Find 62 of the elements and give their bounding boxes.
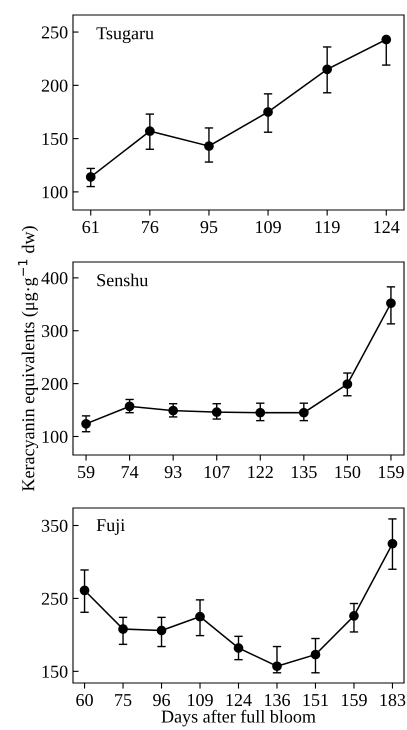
point: [80, 586, 90, 596]
x-tick-label: 183: [380, 694, 406, 706]
text: Fuji: [96, 519, 125, 535]
point: [310, 650, 320, 660]
x-tick-label: 124: [374, 220, 400, 233]
x-tick-label: 109: [256, 220, 281, 234]
point: [298, 408, 309, 418]
x-tick-label: 124: [226, 694, 252, 706]
point: [86, 172, 96, 182]
point: [124, 401, 134, 412]
y-tick-label: 200: [42, 80, 68, 92]
x-tick-label: 95: [200, 220, 218, 234]
point: [388, 538, 398, 549]
x-tick-label: 93: [164, 466, 182, 478]
point: [195, 612, 205, 622]
point: [322, 64, 332, 74]
text: Tsugaru: [96, 27, 154, 44]
point: [118, 624, 128, 634]
x-tick-label: 60: [76, 694, 93, 706]
point: [342, 379, 352, 390]
y-tick-label: 200: [42, 378, 68, 390]
x-tick-label: 61: [82, 220, 99, 234]
x-tick-label: 74: [122, 466, 138, 478]
x-tick-label: 159: [378, 466, 404, 478]
x-tick-label: 75: [115, 694, 132, 706]
point: [144, 126, 155, 136]
x-tick-label: 109: [188, 694, 213, 706]
x-tick-label: 122: [248, 466, 273, 478]
x-tick-label: 119: [316, 220, 340, 234]
x-tick-label: 150: [335, 466, 360, 478]
point: [168, 406, 178, 416]
y-tick-label: 400: [41, 272, 68, 284]
point: [381, 34, 392, 44]
x-tick-label: 159: [342, 694, 367, 706]
y-tick-label: 250: [42, 592, 68, 605]
point: [263, 107, 273, 117]
x-tick-label: 76: [142, 220, 158, 234]
x-axis-title: Days after full bloom: [162, 710, 316, 726]
point: [234, 643, 244, 653]
y-tick-label: 150: [42, 666, 68, 678]
y-tick-label: 300: [42, 324, 68, 338]
point: [212, 407, 222, 418]
x-tick-label: 96: [153, 694, 170, 706]
point: [204, 141, 214, 151]
y-tick-label: 100: [42, 186, 68, 198]
y-axis-title: Keracyanin equivalents (μg·g$^{−1}$ dw): [18, 226, 38, 492]
point: [255, 408, 266, 418]
y-tick-label: 150: [42, 132, 68, 146]
point: [349, 611, 359, 621]
point: [272, 661, 282, 672]
x-tick-label: 136: [265, 694, 290, 706]
y-tick-label: 250: [42, 26, 68, 38]
x-tick-label: 59: [78, 466, 94, 478]
y-tick-label: 100: [42, 430, 68, 443]
x-tick-label: 151: [304, 694, 328, 706]
x-tick-label: 107: [204, 466, 230, 478]
point: [81, 418, 91, 429]
y-tick-label: 350: [42, 520, 68, 532]
x-tick-label: 135: [292, 466, 317, 478]
chart-title: Senshu: [97, 274, 148, 286]
point: [386, 298, 396, 308]
point: [156, 626, 166, 636]
